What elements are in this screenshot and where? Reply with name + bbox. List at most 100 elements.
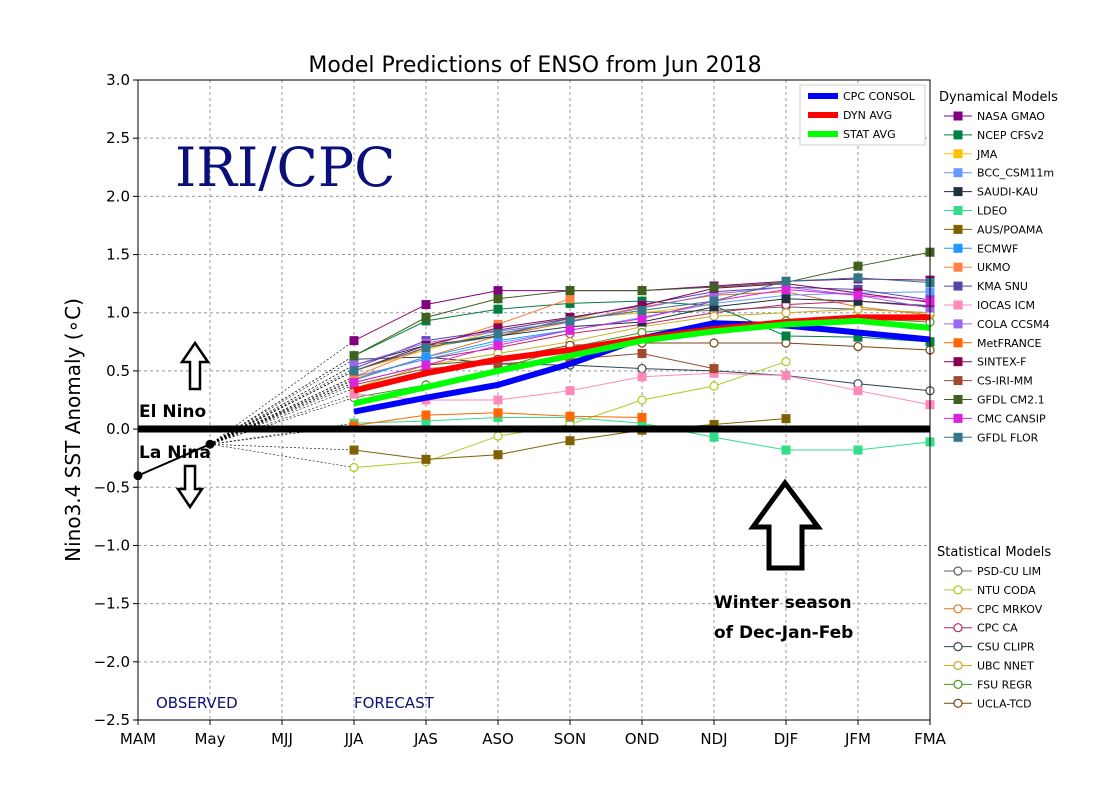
data-point (349, 336, 359, 346)
y-tick-label: −2.5 (94, 711, 130, 729)
la-nina-arrow-icon (175, 464, 205, 510)
legend-label: BCC_CSM11m (977, 167, 1054, 180)
x-tick-label: JJA (344, 730, 365, 748)
legend-label: UCLA-TCD (977, 697, 1032, 710)
data-point (493, 412, 503, 422)
data-point (709, 302, 719, 312)
x-tick-label: NDJ (700, 730, 727, 748)
legend-marker (953, 206, 963, 215)
legend-marker (953, 130, 963, 140)
y-tick-label: −1.5 (94, 595, 130, 613)
data-point (493, 336, 503, 346)
series-line (353, 298, 571, 378)
data-point (565, 316, 575, 326)
y-tick-label: 1.0 (106, 304, 130, 322)
winter-arrow-icon (748, 478, 823, 571)
data-point (637, 301, 647, 311)
data-point (421, 410, 431, 420)
connector-line (209, 368, 355, 445)
data-point (853, 341, 863, 352)
winter-season-line-1: Winter season (714, 593, 852, 613)
y-tick-labels: 3.0 2.5 2.0 1.5 1.0 0.5 0.0 −0.5 −1.0 −1.5 −2.0 −2.… (94, 71, 138, 729)
plot-frame (137, 79, 931, 721)
data-point (709, 381, 719, 391)
forecast-label: FORECAST (354, 694, 435, 712)
legend-label: GFDL CM2.1 (977, 394, 1045, 407)
data-point (637, 372, 647, 382)
dynamical-legend: Dynamical Models NASA GMAO NCEP CFSv2 JMA B… (939, 90, 1058, 444)
data-point (637, 286, 647, 296)
x-tick-label: MAM (120, 730, 156, 748)
data-point (349, 351, 359, 361)
legend-label: FSU REGR (977, 678, 1033, 691)
data-point (421, 454, 431, 464)
legend-label: ECMWF (977, 242, 1018, 255)
legend-label: NTU CODA (977, 584, 1036, 597)
legend-label: CPC MRKOV (977, 603, 1043, 616)
data-point (565, 411, 575, 421)
observed-point (205, 439, 215, 449)
data-point (637, 395, 647, 405)
data-point (565, 325, 575, 335)
data-point (565, 294, 575, 304)
data-point (565, 386, 575, 396)
data-point (421, 352, 431, 362)
y-axis-label: Nino3.4 SST Anomaly (∘C) (61, 298, 85, 562)
data-point (349, 366, 359, 376)
connector-line (209, 364, 355, 445)
data-point (853, 273, 863, 283)
legend-marker (953, 338, 963, 348)
legend-marker (953, 319, 963, 329)
data-point (853, 386, 863, 396)
data-point (637, 412, 647, 422)
legend-label: JMA (976, 148, 998, 161)
x-tick-label: FMA (914, 730, 947, 748)
data-point (637, 348, 647, 358)
legend-label: STAT AVG (843, 128, 896, 141)
data-point (853, 290, 863, 300)
legend-marker (953, 413, 963, 423)
legend-label: GFDL FLOR (977, 431, 1039, 444)
connector-line (209, 376, 355, 445)
legend-label: CMC CANSIP (977, 412, 1046, 425)
y-tick-label: 2.5 (106, 129, 130, 147)
data-point (349, 378, 359, 388)
data-point (853, 261, 863, 271)
legend-label: AUS/POAMA (977, 223, 1043, 236)
legend-label: LDEO (977, 205, 1008, 218)
legend-marker (953, 224, 963, 234)
x-tick-label: SON (554, 730, 587, 748)
data-point (493, 431, 503, 441)
data-point (709, 419, 719, 429)
iri-cpc-watermark: IRI/CPC (175, 136, 395, 199)
data-point (349, 372, 359, 382)
data-point (493, 340, 503, 350)
legend-label: SINTEX-F (977, 356, 1026, 369)
x-tick-label: JFM (844, 730, 871, 748)
legend-label: PSD-CU LIM (977, 565, 1041, 578)
y-tick-label: 0.5 (106, 362, 130, 380)
data-point (781, 445, 791, 455)
series-iocas-icm (209, 368, 935, 445)
legend-label: COLA CCSM4 (977, 318, 1050, 331)
data-point (781, 276, 791, 286)
y-tick-label: −1.0 (94, 536, 130, 554)
data-point (781, 284, 791, 294)
y-tick-label: 3.0 (106, 71, 130, 89)
data-point (709, 289, 719, 299)
el-nino-arrow-icon (179, 340, 211, 391)
data-point (853, 296, 863, 306)
legend-marker (953, 376, 963, 386)
chart-title: Model Predictions of ENSO from Jun 2018 (308, 53, 761, 78)
data-point (781, 414, 791, 424)
data-point (781, 371, 791, 381)
legend-marker (953, 300, 963, 310)
legend-marker (953, 395, 963, 404)
data-point (781, 357, 791, 367)
connector-line (209, 443, 355, 451)
data-point (853, 332, 863, 342)
x-tick-label: May (194, 730, 225, 748)
data-point (565, 354, 575, 364)
data-point (349, 445, 359, 455)
